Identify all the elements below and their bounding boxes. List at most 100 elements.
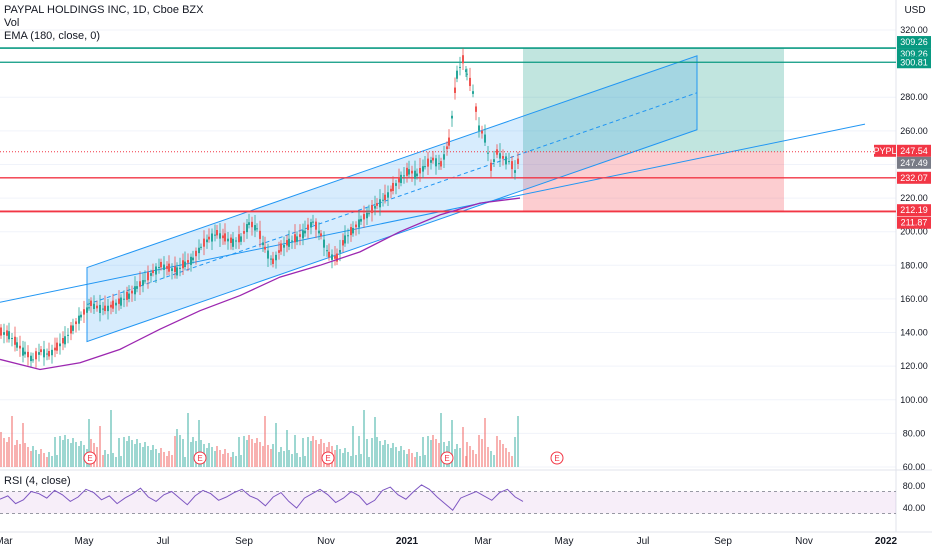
volume-bar bbox=[502, 444, 504, 467]
candle-body bbox=[307, 224, 309, 230]
candle-body bbox=[339, 250, 341, 253]
volume-bar bbox=[352, 426, 354, 467]
candle-body bbox=[291, 240, 293, 242]
volume-bar bbox=[168, 451, 170, 467]
candle-body bbox=[514, 170, 516, 173]
level-tag-bg bbox=[897, 216, 931, 229]
volume-bar bbox=[38, 454, 40, 467]
candle-body bbox=[38, 352, 40, 355]
candle-body bbox=[211, 233, 213, 242]
candle-body bbox=[158, 266, 160, 268]
volume-bar bbox=[259, 442, 261, 467]
volume-bar bbox=[198, 420, 200, 467]
earnings-marker-label: E bbox=[87, 454, 92, 463]
candle-body bbox=[296, 236, 298, 242]
symbol-tag-bg bbox=[874, 144, 896, 157]
volume-bar bbox=[414, 457, 416, 467]
earnings-marker: E bbox=[193, 451, 207, 465]
volume-bar bbox=[72, 438, 74, 467]
candle-body bbox=[400, 174, 402, 183]
earnings-marker-label: E bbox=[444, 454, 449, 463]
volume-bar bbox=[179, 435, 181, 467]
level-tag-text: 211.87 bbox=[901, 218, 928, 228]
volume-bar bbox=[294, 435, 296, 467]
ema-value-tag: 247.49 bbox=[897, 156, 931, 169]
candle-body bbox=[432, 157, 434, 161]
candle-body bbox=[139, 281, 141, 287]
volume-bar bbox=[75, 442, 77, 467]
volume-bar bbox=[56, 455, 58, 467]
volume-bar bbox=[43, 453, 45, 467]
price-grid bbox=[0, 29, 896, 468]
volume-bar bbox=[115, 457, 117, 467]
volume-bar bbox=[511, 456, 513, 467]
candle-body bbox=[411, 170, 413, 174]
volume-bar bbox=[54, 437, 56, 467]
candle-body bbox=[478, 125, 480, 131]
volume-bar bbox=[19, 444, 21, 467]
candle-body bbox=[107, 305, 109, 312]
volume-bar bbox=[22, 423, 24, 467]
candle-body bbox=[427, 158, 429, 167]
volume-bar bbox=[243, 436, 245, 467]
volume-bar bbox=[184, 457, 186, 467]
volume-bar bbox=[490, 451, 492, 467]
candle-body bbox=[182, 260, 184, 269]
candle-body bbox=[406, 167, 408, 176]
candle-body bbox=[438, 163, 440, 165]
candle-body bbox=[355, 224, 357, 228]
candle-body bbox=[352, 227, 354, 234]
candle-body bbox=[278, 250, 280, 253]
candle-body bbox=[312, 221, 314, 223]
candle-body bbox=[240, 236, 242, 242]
level-tag: 300.81 bbox=[897, 56, 931, 69]
candle-body bbox=[230, 237, 232, 243]
volume-bar bbox=[171, 455, 173, 467]
volume-bar bbox=[466, 442, 468, 467]
candle-body bbox=[508, 161, 510, 163]
candle-body bbox=[206, 239, 208, 243]
volume-bar bbox=[307, 437, 309, 467]
volume-bar bbox=[240, 455, 242, 467]
candle-body bbox=[51, 349, 53, 356]
candle-body bbox=[424, 166, 426, 168]
volume-bar bbox=[110, 410, 112, 467]
price-tick-label: 120.00 bbox=[900, 361, 928, 371]
candle-body bbox=[35, 351, 37, 360]
volume-bar bbox=[27, 447, 29, 467]
candle-body bbox=[238, 234, 240, 243]
time-tick-label: Mar bbox=[474, 536, 492, 547]
symbol-tag-text: PYPL bbox=[873, 146, 896, 156]
candle-body bbox=[99, 304, 101, 313]
vol-indicator-label: Vol bbox=[4, 17, 20, 29]
volume-bar bbox=[246, 440, 248, 467]
volume-bar bbox=[344, 448, 346, 467]
price-tick-label: 60.00 bbox=[903, 462, 926, 472]
volume-bar bbox=[422, 437, 424, 467]
volume-bar bbox=[78, 446, 80, 467]
volume-bar bbox=[182, 439, 184, 467]
candle-body bbox=[0, 327, 2, 336]
volume-bar bbox=[358, 436, 360, 467]
volume-bar bbox=[465, 456, 467, 467]
candle-body bbox=[214, 234, 216, 236]
candle-body bbox=[430, 160, 432, 163]
candle-body bbox=[267, 250, 269, 259]
volume-bar bbox=[112, 453, 114, 467]
volume-bar bbox=[59, 436, 61, 467]
candle-body bbox=[275, 254, 277, 261]
volume-bar bbox=[384, 440, 386, 467]
candle-body bbox=[256, 228, 258, 230]
level-tag-bg bbox=[897, 204, 931, 217]
candle-body bbox=[342, 240, 344, 246]
candle-body bbox=[27, 351, 29, 358]
candle-body bbox=[304, 230, 306, 234]
volume-bar bbox=[206, 448, 208, 467]
currency-label[interactable]: USD bbox=[904, 5, 926, 16]
candle-body bbox=[440, 161, 442, 167]
candle-body bbox=[203, 238, 205, 247]
volume-bar bbox=[424, 455, 426, 467]
candle-body bbox=[59, 343, 61, 347]
volume-bar bbox=[166, 456, 168, 467]
